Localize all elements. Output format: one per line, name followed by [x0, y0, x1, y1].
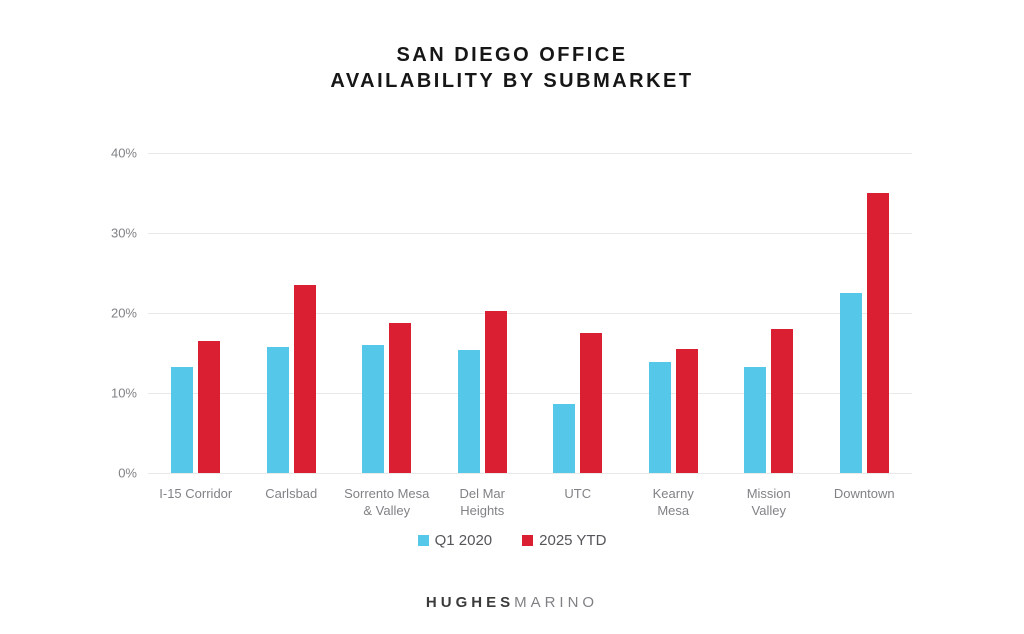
hughes-marino-logo: HUGHESMARINO — [0, 594, 1024, 611]
gridline-20 — [148, 313, 912, 314]
bar-group-kearny-mesa — [626, 153, 722, 473]
bar-q1-2020-sorrento-mesa-valley — [362, 345, 385, 473]
bar-q1-2020-mission-valley — [744, 367, 767, 473]
bar-2025-ytd-downtown — [866, 193, 889, 473]
bar-2025-ytd-sorrento-mesa-valley — [389, 322, 412, 473]
bar-group-del-mar-heights — [435, 153, 531, 473]
legend-label-q1-2020: Q1 2020 — [434, 532, 493, 549]
bar-chart: 0% 10% 20% 30% 40% I-15 Corridor Carlsbad Sorre… — [111, 146, 913, 518]
bar-2025-ytd-del-mar-heights — [484, 310, 507, 473]
bar-q1-2020-downtown — [839, 293, 862, 473]
bar-2025-ytd-i-15-corridor — [198, 341, 221, 473]
x-label-downtown: Downtown — [833, 486, 895, 501]
bar-2025-ytd-carlsbad — [293, 285, 316, 473]
x-label-utc: UTC — [564, 486, 592, 501]
legend: Q1 2020 2025 YTD — [0, 532, 1024, 549]
y-tick-label-40: 40% — [110, 145, 137, 161]
bar-2025-ytd-kearny-mesa — [675, 349, 698, 473]
logo-marino: MARINO — [514, 594, 599, 611]
legend-item-2025-ytd: 2025 YTD — [522, 532, 606, 549]
bar-q1-2020-kearny-mesa — [648, 361, 671, 473]
x-label-kearny-mesa: Kearny Mesa — [652, 486, 694, 518]
bar-2025-ytd-utc — [580, 333, 603, 473]
y-tick-label-0: 0% — [118, 465, 137, 481]
y-tick-label-20: 20% — [110, 305, 137, 321]
gridline-30 — [148, 233, 912, 234]
bar-2025-ytd-mission-valley — [771, 329, 794, 473]
gridline-0 — [148, 473, 912, 474]
bar-group-i-15-corridor — [148, 153, 244, 473]
x-label-sorrento-mesa-valley: Sorrento Mesa & Valley — [344, 486, 430, 518]
x-label-i-15-corridor: I-15 Corridor — [159, 486, 233, 501]
gridline-40 — [148, 153, 912, 154]
x-label-del-mar-heights: Del Mar Heights — [459, 486, 505, 518]
chart-title-line2: AVAILABILITY BY SUBMARKET — [330, 70, 694, 92]
bar-group-downtown — [817, 153, 913, 473]
bar-q1-2020-carlsbad — [266, 346, 289, 473]
bar-group-mission-valley — [721, 153, 817, 473]
logo-hughes: HUGHES — [425, 594, 515, 611]
legend-item-q1-2020: Q1 2020 — [417, 532, 493, 549]
chart-title-line1: SAN DIEGO OFFICE — [396, 44, 628, 66]
bar-group-carlsbad — [244, 153, 340, 473]
bar-q1-2020-del-mar-heights — [457, 349, 480, 473]
x-label-mission-valley: Mission Valley — [746, 486, 791, 518]
gridline-10 — [148, 393, 912, 394]
bar-q1-2020-i-15-corridor — [171, 367, 194, 473]
bar-group-sorrento-mesa-valley — [339, 153, 435, 473]
x-label-carlsbad: Carlsbad — [265, 486, 318, 501]
legend-swatch-q1-2020 — [417, 535, 429, 546]
legend-swatch-2025-ytd — [522, 535, 534, 546]
y-tick-label-10: 10% — [110, 385, 137, 401]
y-tick-label-30: 30% — [110, 225, 137, 241]
chart-title: SAN DIEGO OFFICE AVAILABILITY BY SUBMARK… — [0, 42, 1024, 94]
bar-group-utc — [530, 153, 626, 473]
legend-label-2025-ytd: 2025 YTD — [539, 532, 607, 549]
bar-q1-2020-utc — [553, 404, 576, 473]
